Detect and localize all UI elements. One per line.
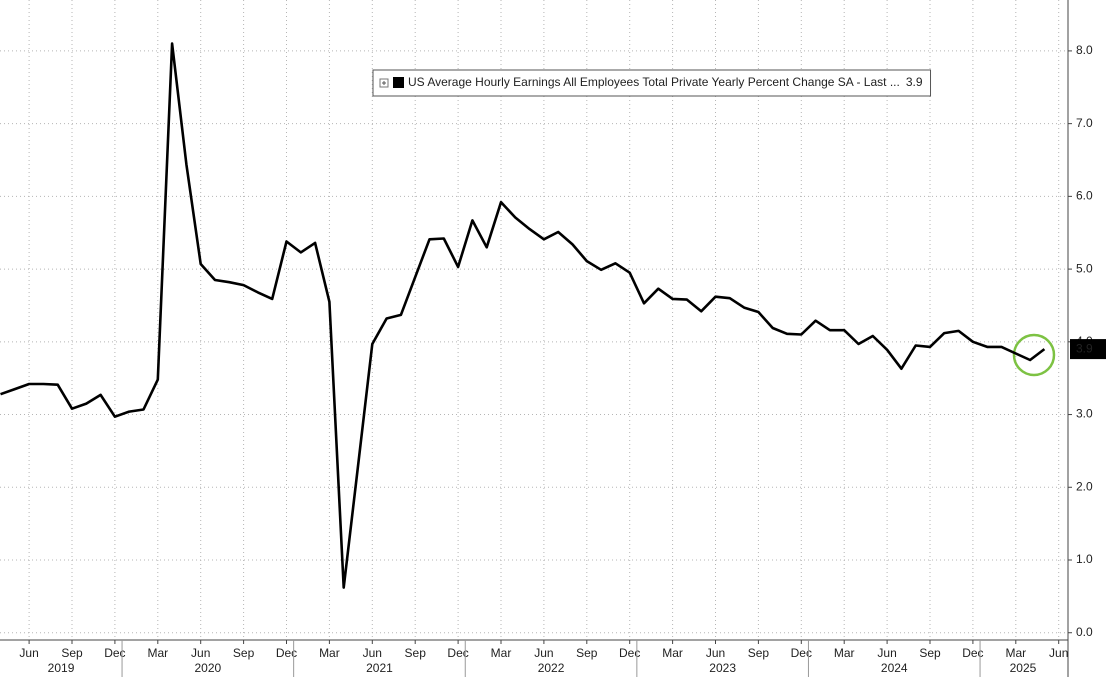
x-tick-label: Mar [491,646,512,660]
x-tick-label: Jun [877,646,896,660]
year-label: 2021 [366,661,393,675]
x-tick-label: Jun [191,646,210,660]
legend-value: 3.9 [906,75,923,89]
x-tick-label: Jun [534,646,553,660]
x-tick-label: Sep [576,646,598,660]
y-tick-label: 6.0 [1076,189,1093,203]
legend-label: US Average Hourly Earnings All Employees… [408,75,900,89]
x-tick-label: Mar [834,646,855,660]
year-label: 2023 [709,661,736,675]
x-tick-label: Jun [1049,646,1068,660]
last-value-box [1070,339,1106,360]
x-tick-label: Dec [447,646,468,660]
x-tick-label: Sep [919,646,941,660]
y-tick-label: 1.0 [1076,552,1093,566]
x-tick-label: Mar [147,646,168,660]
x-tick-label: Jun [19,646,38,660]
year-label: 2020 [194,661,221,675]
x-tick-label: Dec [104,646,125,660]
y-tick-label: 5.0 [1076,261,1093,275]
year-label: 2019 [48,661,75,675]
x-tick-label: Sep [748,646,770,660]
y-tick-label: 8.0 [1076,43,1093,57]
year-label: 2025 [1010,661,1037,675]
x-tick-label: Sep [61,646,83,660]
legend-swatch [393,77,404,88]
x-tick-label: Dec [276,646,297,660]
x-tick-label: Jun [363,646,382,660]
x-tick-label: Dec [962,646,983,660]
x-tick-label: Jun [706,646,725,660]
legend: US Average Hourly Earnings All Employees… [372,69,932,97]
x-tick-label: Mar [662,646,683,660]
year-label: 2022 [538,661,565,675]
x-tick-label: Dec [791,646,812,660]
last-value-label: 3.9 [1076,341,1093,355]
year-label: 2024 [881,661,908,675]
y-tick-label: 3.0 [1076,407,1093,421]
y-tick-label: 7.0 [1076,116,1093,130]
x-tick-label: Mar [1005,646,1026,660]
x-tick-label: Dec [619,646,640,660]
x-tick-label: Sep [233,646,255,660]
legend-box [372,69,932,97]
data-line [0,42,1046,589]
x-tick-label: Sep [405,646,427,660]
y-tick-label: 0.0 [1076,625,1093,639]
highlight-circle [1012,333,1056,377]
y-tick-label: 2.0 [1076,479,1093,493]
x-tick-label: Mar [319,646,340,660]
